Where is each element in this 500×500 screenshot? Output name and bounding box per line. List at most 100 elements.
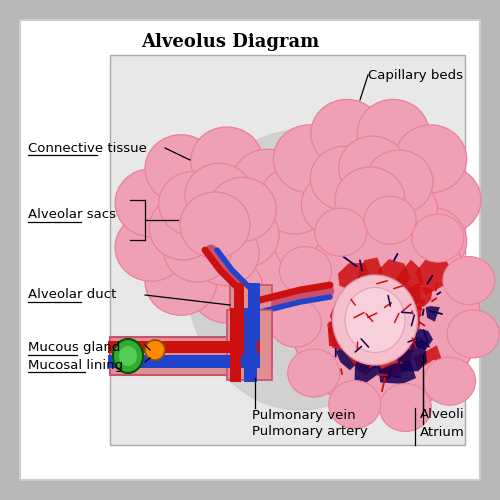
- Bar: [230, 285, 272, 365]
- Ellipse shape: [394, 125, 466, 193]
- Polygon shape: [388, 282, 421, 317]
- Ellipse shape: [288, 349, 340, 397]
- Ellipse shape: [443, 256, 495, 304]
- Ellipse shape: [191, 255, 263, 323]
- Ellipse shape: [315, 208, 367, 256]
- Ellipse shape: [191, 127, 263, 195]
- Ellipse shape: [394, 207, 466, 275]
- Text: Capillary beds: Capillary beds: [368, 68, 463, 82]
- Ellipse shape: [345, 288, 405, 352]
- Polygon shape: [348, 314, 368, 332]
- Polygon shape: [354, 352, 382, 384]
- Circle shape: [145, 340, 165, 360]
- Polygon shape: [378, 296, 404, 322]
- Ellipse shape: [270, 299, 322, 347]
- Bar: [227, 310, 272, 380]
- Ellipse shape: [259, 166, 331, 234]
- Polygon shape: [384, 312, 413, 338]
- Polygon shape: [350, 274, 382, 312]
- Polygon shape: [347, 306, 390, 346]
- Polygon shape: [350, 296, 369, 312]
- Polygon shape: [414, 328, 433, 349]
- Bar: [110, 55, 465, 445]
- Ellipse shape: [335, 167, 405, 233]
- Bar: [108, 355, 260, 368]
- Ellipse shape: [231, 233, 303, 301]
- Bar: [244, 308, 257, 382]
- Ellipse shape: [145, 134, 217, 202]
- Text: Pulmonary vein: Pulmonary vein: [252, 408, 356, 422]
- Polygon shape: [379, 368, 395, 380]
- Polygon shape: [336, 315, 368, 342]
- Polygon shape: [415, 255, 458, 296]
- Bar: [248, 283, 260, 367]
- Text: Mucosal lining: Mucosal lining: [28, 358, 123, 372]
- Polygon shape: [398, 305, 413, 325]
- Polygon shape: [412, 345, 444, 370]
- Polygon shape: [426, 306, 440, 322]
- Polygon shape: [345, 342, 377, 375]
- Ellipse shape: [280, 246, 332, 294]
- Ellipse shape: [328, 380, 380, 428]
- Ellipse shape: [338, 136, 406, 200]
- Ellipse shape: [185, 163, 253, 227]
- Text: Atrium: Atrium: [420, 426, 465, 438]
- Text: Alveolar duct: Alveolar duct: [28, 288, 117, 302]
- Ellipse shape: [208, 178, 276, 242]
- Text: Connective tissue: Connective tissue: [28, 142, 147, 154]
- Polygon shape: [336, 342, 359, 370]
- Polygon shape: [370, 344, 390, 361]
- Ellipse shape: [409, 166, 481, 234]
- Polygon shape: [398, 298, 424, 317]
- Polygon shape: [378, 360, 416, 384]
- Ellipse shape: [274, 207, 345, 275]
- Bar: [234, 283, 244, 367]
- Ellipse shape: [231, 149, 303, 217]
- Ellipse shape: [310, 146, 378, 210]
- Polygon shape: [358, 258, 383, 284]
- Bar: [110, 337, 258, 375]
- Text: Alveoli: Alveoli: [420, 408, 465, 422]
- Ellipse shape: [424, 357, 476, 405]
- Ellipse shape: [349, 198, 417, 262]
- Polygon shape: [408, 286, 432, 307]
- Ellipse shape: [164, 218, 232, 282]
- Ellipse shape: [311, 100, 383, 168]
- Ellipse shape: [332, 275, 418, 365]
- Polygon shape: [362, 296, 390, 328]
- Ellipse shape: [370, 178, 438, 242]
- Polygon shape: [330, 338, 348, 351]
- Ellipse shape: [149, 196, 217, 260]
- Ellipse shape: [412, 214, 464, 262]
- Polygon shape: [328, 318, 361, 338]
- Polygon shape: [369, 338, 413, 377]
- Ellipse shape: [447, 310, 499, 358]
- Ellipse shape: [302, 172, 370, 236]
- Text: Alveolus Diagram: Alveolus Diagram: [141, 33, 319, 51]
- Bar: [108, 341, 260, 353]
- Ellipse shape: [364, 196, 416, 244]
- Ellipse shape: [311, 232, 383, 300]
- Ellipse shape: [115, 169, 187, 237]
- Ellipse shape: [247, 191, 319, 259]
- Polygon shape: [341, 310, 369, 335]
- Polygon shape: [384, 310, 401, 325]
- Polygon shape: [328, 318, 364, 346]
- Ellipse shape: [115, 213, 187, 281]
- Polygon shape: [327, 316, 355, 344]
- Ellipse shape: [211, 204, 279, 268]
- Bar: [230, 308, 241, 382]
- Ellipse shape: [318, 196, 386, 260]
- Ellipse shape: [290, 218, 480, 412]
- Text: Alveolar sacs: Alveolar sacs: [28, 208, 116, 222]
- Polygon shape: [344, 316, 364, 345]
- Polygon shape: [396, 260, 423, 294]
- Polygon shape: [377, 259, 411, 288]
- Ellipse shape: [145, 248, 217, 316]
- Polygon shape: [350, 277, 398, 309]
- Ellipse shape: [365, 150, 433, 214]
- Polygon shape: [330, 300, 362, 328]
- Ellipse shape: [191, 222, 259, 286]
- Text: Mucous gland: Mucous gland: [28, 342, 120, 354]
- Ellipse shape: [180, 192, 250, 258]
